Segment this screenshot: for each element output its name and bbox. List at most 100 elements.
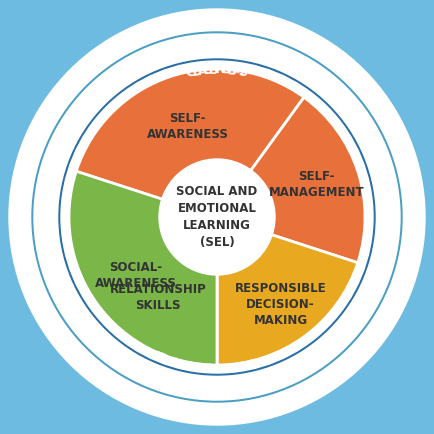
Text: SOCIAL-
AWARENESS: SOCIAL- AWARENESS bbox=[95, 261, 177, 290]
Text: O: O bbox=[217, 39, 227, 49]
Wedge shape bbox=[69, 171, 217, 365]
Text: U: U bbox=[202, 363, 210, 374]
Text: S: S bbox=[264, 407, 273, 418]
Text: L: L bbox=[161, 407, 170, 418]
Text: SELF-
MANAGEMENT: SELF- MANAGEMENT bbox=[269, 170, 365, 199]
Text: S: S bbox=[279, 375, 290, 387]
Wedge shape bbox=[217, 217, 358, 365]
Text: T: T bbox=[222, 414, 229, 424]
Text: D: D bbox=[200, 14, 210, 25]
Text: O: O bbox=[220, 63, 232, 77]
Text: S: S bbox=[226, 388, 234, 399]
Text: N: N bbox=[178, 411, 187, 422]
Text: D: D bbox=[224, 363, 232, 374]
Text: I: I bbox=[234, 362, 239, 373]
Text: O: O bbox=[160, 381, 171, 392]
Circle shape bbox=[34, 34, 400, 400]
Text: I: I bbox=[215, 389, 219, 399]
Text: F: F bbox=[144, 401, 154, 413]
Text: A: A bbox=[200, 388, 208, 399]
Text: E: E bbox=[256, 409, 264, 420]
Text: S: S bbox=[280, 401, 290, 413]
Text: O: O bbox=[170, 18, 181, 30]
Text: I: I bbox=[175, 385, 181, 395]
Text: H: H bbox=[164, 19, 176, 30]
Text: A: A bbox=[197, 64, 208, 78]
Text: C: C bbox=[257, 356, 267, 368]
Text: U: U bbox=[209, 414, 217, 424]
Text: L: L bbox=[159, 354, 168, 365]
Text: I: I bbox=[158, 406, 164, 417]
Text: C: C bbox=[185, 65, 197, 80]
Text: N: N bbox=[219, 364, 228, 374]
Text: RELATIONSHIP
SKILLS: RELATIONSHIP SKILLS bbox=[110, 283, 207, 312]
Text: S: S bbox=[151, 350, 161, 362]
Text: T: T bbox=[245, 360, 253, 371]
Text: I: I bbox=[273, 378, 280, 389]
Text: I: I bbox=[267, 354, 273, 365]
Text: I: I bbox=[274, 404, 280, 415]
Text: O: O bbox=[212, 39, 222, 49]
Text: C: C bbox=[210, 14, 219, 24]
Text: O: O bbox=[269, 352, 280, 364]
Text: R: R bbox=[249, 359, 258, 370]
Wedge shape bbox=[76, 69, 304, 217]
Text: R: R bbox=[180, 360, 189, 371]
Text: T: T bbox=[247, 411, 256, 421]
Text: C: C bbox=[217, 389, 225, 399]
Text: A: A bbox=[215, 364, 223, 374]
Text: C: C bbox=[189, 362, 197, 373]
Text: H: H bbox=[207, 39, 217, 49]
Text: L: L bbox=[198, 363, 205, 374]
Text: L: L bbox=[191, 64, 201, 79]
Text: M: M bbox=[203, 414, 214, 424]
Text: C: C bbox=[267, 379, 277, 391]
Text: N: N bbox=[238, 387, 248, 398]
Text: I: I bbox=[251, 17, 257, 28]
Text: P: P bbox=[276, 403, 286, 414]
Text: D: D bbox=[182, 411, 191, 422]
Text: O: O bbox=[255, 383, 265, 395]
Text: N: N bbox=[213, 414, 221, 424]
Text: N: N bbox=[194, 14, 205, 25]
Text: M: M bbox=[219, 14, 230, 24]
Text: W: W bbox=[168, 382, 181, 395]
Wedge shape bbox=[217, 97, 365, 263]
Text: S: S bbox=[237, 65, 249, 80]
Text: R: R bbox=[195, 388, 204, 398]
Text: A: A bbox=[239, 412, 247, 423]
Text: N: N bbox=[273, 350, 284, 362]
Text: M: M bbox=[230, 64, 245, 79]
Text: R: R bbox=[243, 411, 252, 422]
Text: M: M bbox=[224, 14, 235, 25]
Text: N: N bbox=[234, 15, 244, 26]
Text: N: N bbox=[251, 410, 261, 421]
Text: S: S bbox=[227, 39, 236, 50]
Text: L: L bbox=[165, 382, 174, 393]
Text: RESPONSIBLE
DECISION-
MAKING: RESPONSIBLE DECISION- MAKING bbox=[235, 282, 326, 327]
Text: O: O bbox=[195, 413, 204, 424]
Text: O: O bbox=[156, 379, 167, 391]
Text: C: C bbox=[204, 388, 212, 399]
Text: R: R bbox=[215, 63, 225, 77]
Text: L: L bbox=[260, 382, 269, 393]
Text: U: U bbox=[171, 358, 181, 369]
Text: I: I bbox=[186, 361, 191, 372]
Text: C: C bbox=[148, 376, 158, 388]
Text: A: A bbox=[148, 403, 158, 414]
Text: I: I bbox=[242, 16, 247, 26]
Text: T: T bbox=[261, 355, 271, 367]
Text: R: R bbox=[176, 359, 185, 370]
Text: SOCIAL AND
EMOTIONAL
LEARNING
(SEL): SOCIAL AND EMOTIONAL LEARNING (SEL) bbox=[176, 185, 258, 249]
Text: C: C bbox=[167, 356, 177, 368]
Text: U: U bbox=[230, 14, 239, 25]
Circle shape bbox=[159, 159, 275, 275]
Circle shape bbox=[58, 58, 376, 376]
Text: S: S bbox=[259, 19, 269, 30]
Text: A: A bbox=[234, 387, 243, 398]
Text: E: E bbox=[222, 388, 229, 399]
Text: P: P bbox=[251, 384, 260, 395]
Circle shape bbox=[68, 68, 366, 366]
Text: S: S bbox=[198, 39, 207, 50]
Text: SELF-
AWARENESS: SELF- AWARENESS bbox=[147, 112, 229, 141]
